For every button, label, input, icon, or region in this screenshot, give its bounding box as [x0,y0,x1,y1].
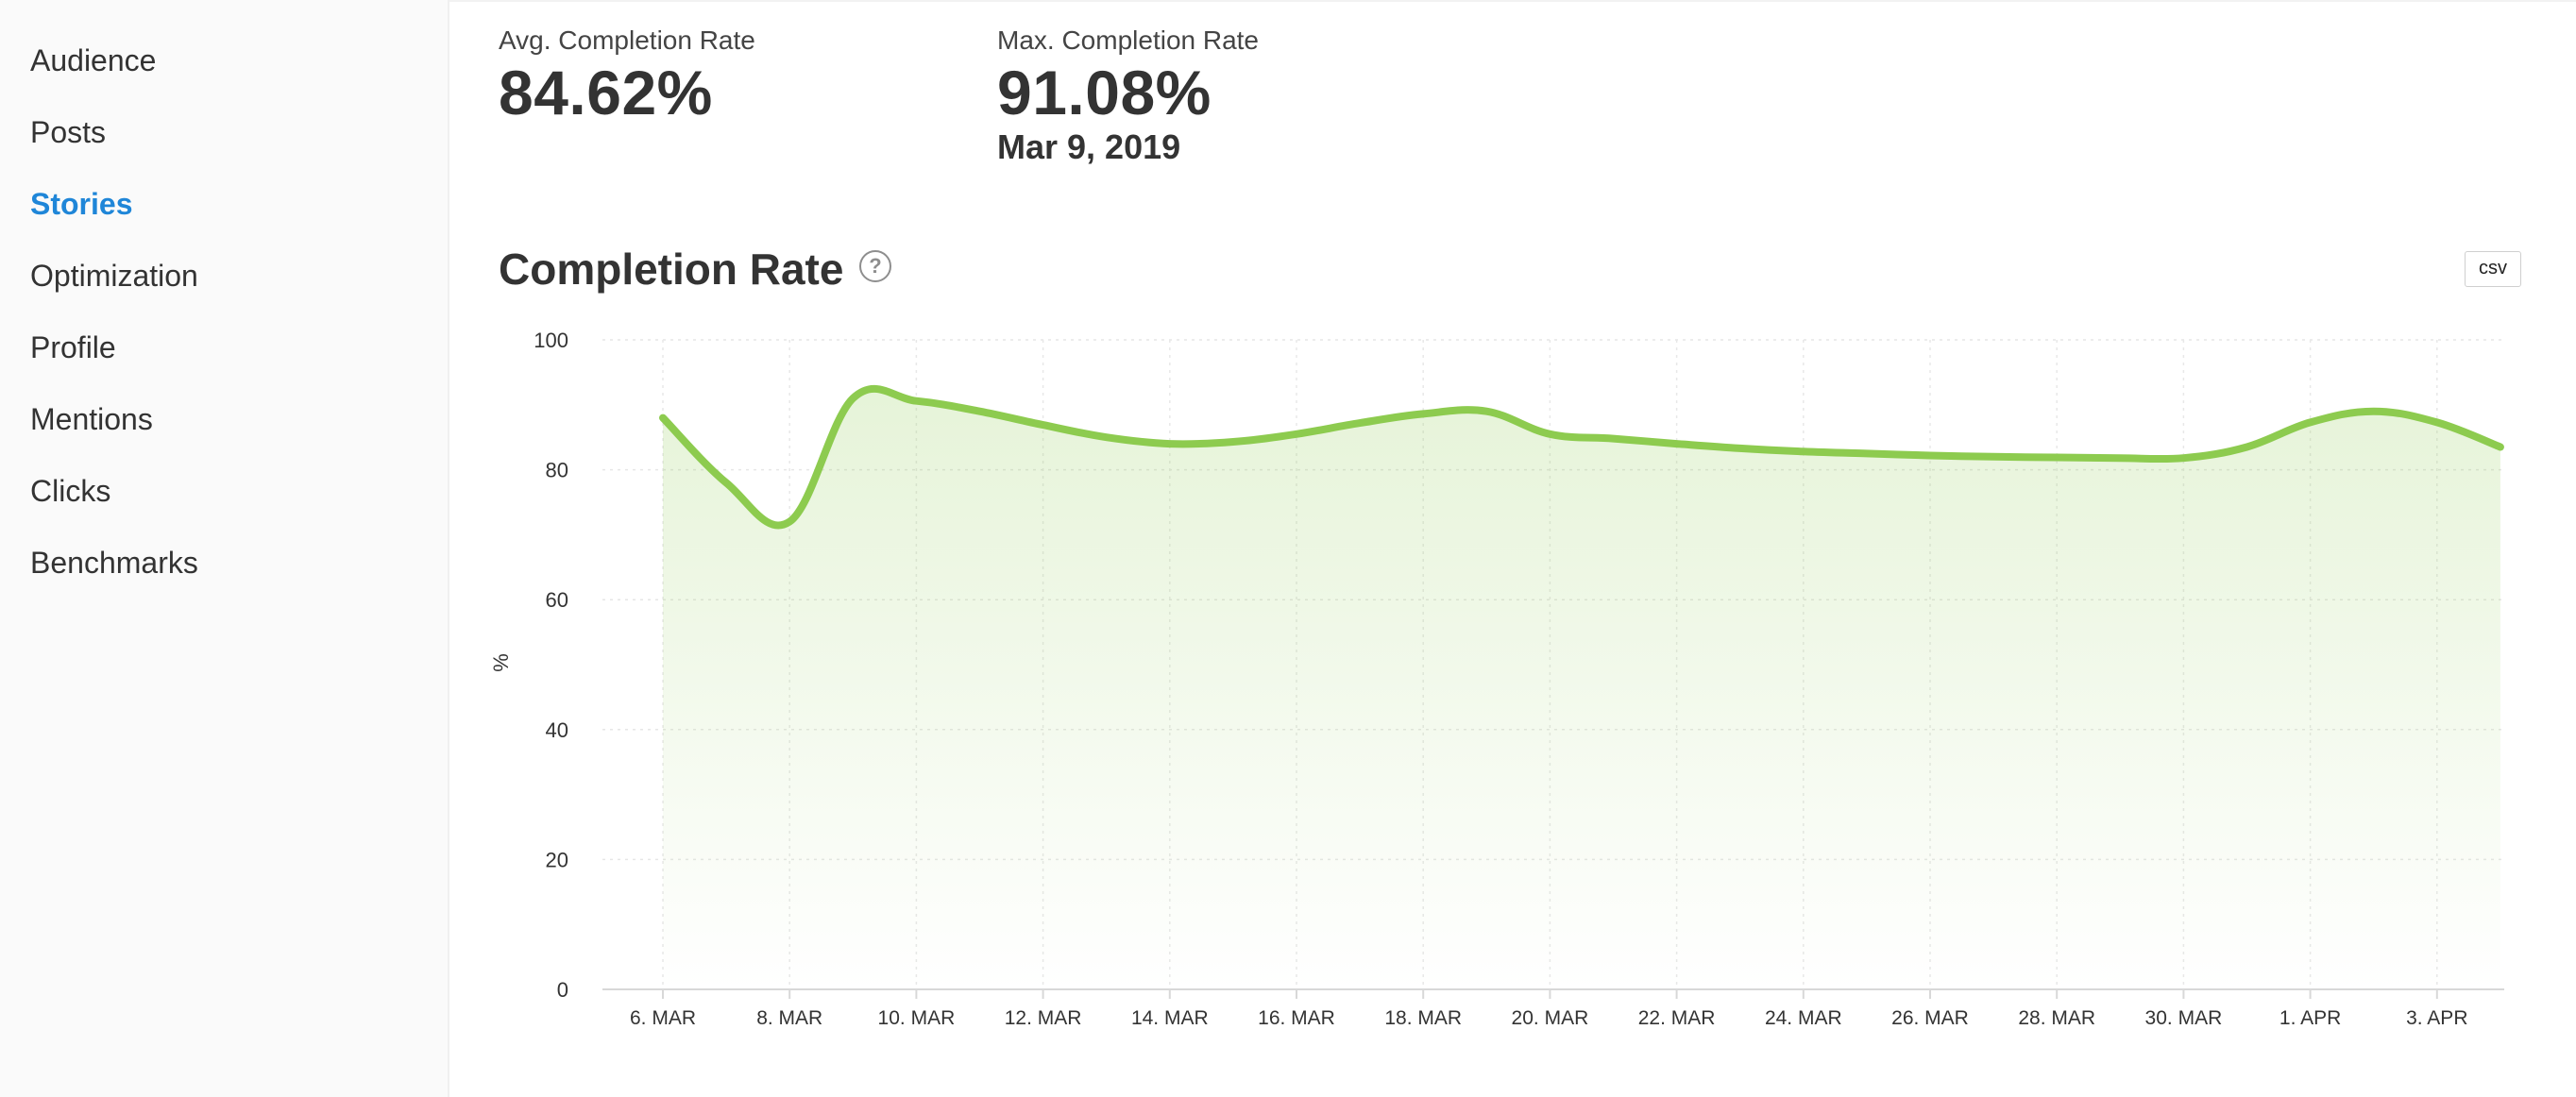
x-tick-label: 8. MAR [756,1007,822,1029]
sidebar-item-clicks[interactable]: Clicks [30,474,111,508]
sidebar-item-audience[interactable]: Audience [30,43,157,77]
sidebar-item-benchmarks[interactable]: Benchmarks [30,546,198,580]
sidebar-item-posts[interactable]: Posts [30,115,107,149]
x-tick-label: 26. MAR [1891,1007,1969,1029]
x-tick-label: 24. MAR [1765,1007,1842,1029]
completion-rate-chart: 0 20 40 60 80 100 6. MAR 8. MAR 10. MAR 12. MAR 1… [489,329,2504,1029]
x-tick-label: 6. MAR [630,1007,696,1029]
kpi-avg-completion: Avg. Completion Rate 84.62% [499,25,755,128]
x-tick-label: 16. MAR [1258,1007,1335,1029]
x-tick-label: 28. MAR [2018,1007,2095,1029]
y-tick-label: 20 [546,848,568,871]
y-tick-label: 0 [557,978,568,1002]
kpi-max-completion: Max. Completion Rate 91.08% Mar 9, 2019 [997,25,1259,166]
x-tick-label: 22. MAR [1638,1007,1716,1029]
sidebar-item-stories[interactable]: Stories [30,187,133,221]
csv-export-button[interactable]: csv [2465,251,2521,287]
completion-line [659,384,2504,530]
kpi-avg-value: 84.62% [499,58,713,127]
x-tick-label: 18. MAR [1384,1007,1462,1029]
kpi-max-label: Max. Completion Rate [997,25,1260,55]
y-tick-label: 60 [546,588,568,612]
x-tick-label: 1. APR [2279,1007,2341,1029]
section-title: Completion Rate [499,245,844,294]
completion-area [663,388,2500,989]
question-circle-icon[interactable]: ? [859,250,891,282]
x-tick-label: 20. MAR [1512,1007,1589,1029]
x-tick-label: 12. MAR [1005,1007,1082,1029]
x-tick-label: 30. MAR [2145,1007,2223,1029]
y-tick-label: 80 [546,459,568,482]
kpi-avg-label: Avg. Completion Rate [499,25,755,55]
x-tick-label: 14. MAR [1131,1007,1209,1029]
main-content: Avg. Completion Rate 84.62% Max. Complet… [449,0,2576,1097]
y-axis-label: % [489,653,513,672]
sidebar-item-optimization[interactable]: Optimization [30,259,198,293]
x-tick-label: 10. MAR [878,1007,956,1029]
x-tick-label: 3. APR [2406,1007,2467,1029]
kpi-max-date: Mar 9, 2019 [997,127,1181,166]
sidebar-item-mentions[interactable]: Mentions [30,402,153,436]
y-tick-label: 40 [546,718,568,742]
sidebar-item-profile[interactable]: Profile [30,330,116,364]
y-tick-label: 100 [534,329,568,352]
kpi-max-value: 91.08% [997,58,1212,127]
sidebar: Audience Posts Stories Optimization Prof… [0,0,449,1097]
